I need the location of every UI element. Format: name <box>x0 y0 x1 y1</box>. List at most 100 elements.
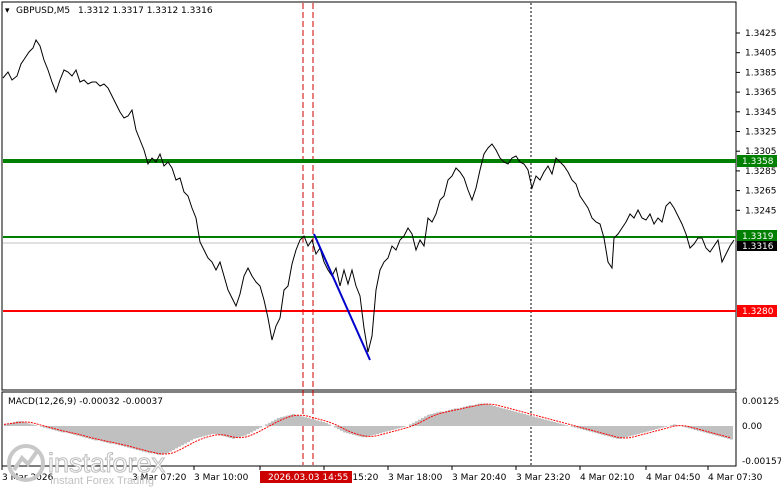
macd-histogram-bar <box>547 420 550 426</box>
price-panel[interactable] <box>1 1 737 391</box>
time-tick-label: 3 Mar 07:20 <box>132 473 187 483</box>
macd-histogram-bar <box>286 415 289 426</box>
time-tick-label: 3 Mar 18:00 <box>388 473 443 483</box>
current-price-text: 1.3316 <box>742 242 774 252</box>
macd-histogram-bar <box>295 414 298 426</box>
macd-histogram-bar <box>151 426 154 454</box>
macd-histogram-bar <box>586 426 589 431</box>
level-label-text-1-3358: 1.3358 <box>742 157 774 167</box>
macd-histogram-bar <box>484 403 487 426</box>
macd-histogram-bar <box>583 426 586 430</box>
macd-histogram-bar <box>199 426 202 438</box>
macd-histogram-bar <box>622 426 625 438</box>
macd-histogram-bar <box>322 422 325 426</box>
time-tick-label: 4 Mar 04:50 <box>646 473 701 483</box>
macd-histogram-bar <box>598 426 601 434</box>
macd-histogram-bar <box>256 426 259 430</box>
macd-histogram-bar <box>43 426 46 428</box>
macd-histogram-bar <box>19 421 22 426</box>
macd-histogram-bar <box>463 406 466 426</box>
macd-histogram-bar <box>400 426 403 428</box>
macd-histogram-bar <box>382 426 385 433</box>
macd-histogram-bar <box>190 426 193 441</box>
macd-histogram-bar <box>337 426 340 430</box>
macd-histogram-bar <box>487 404 490 426</box>
symbol-icon: ▾ <box>5 6 10 16</box>
macd-histogram-bar <box>412 422 415 426</box>
macd-histogram-bar <box>364 426 367 438</box>
price-tick-label: 1.3385 <box>745 68 777 78</box>
macd-histogram-bar <box>115 426 118 445</box>
macd-histogram-bar <box>235 426 238 438</box>
macd-histogram-bar <box>706 426 709 434</box>
macd-histogram-bar <box>76 426 79 436</box>
level-label-1-3319: 1.3319 <box>737 230 777 242</box>
macd-histogram-bar <box>610 426 613 438</box>
macd-histogram-bar <box>409 424 412 426</box>
macd-histogram-bar <box>181 426 184 446</box>
macd-histogram-bar <box>574 426 577 428</box>
macd-histogram-bar <box>118 426 121 446</box>
macd-histogram-bar <box>631 426 634 436</box>
macd-histogram-bar <box>148 426 151 454</box>
macd-histogram-bar <box>652 426 655 430</box>
macd-histogram-bar <box>661 426 664 428</box>
macd-histogram-bar <box>136 426 139 450</box>
macd-histogram-bar <box>724 426 727 438</box>
macd-histogram-bar <box>532 416 535 426</box>
price-axis: 1.3425 1.3405 1.3385 1.3365 1.3345 1.3325 1.33… <box>736 29 777 216</box>
macd-histogram-bar <box>208 426 211 435</box>
macd-histogram-bar <box>427 414 430 426</box>
macd-histogram-bar <box>439 411 442 426</box>
macd-histogram-bar <box>517 412 520 426</box>
macd-histogram-bar <box>265 424 268 426</box>
macd-histogram-bar <box>55 426 58 431</box>
macd-histogram-bar <box>4 424 7 426</box>
macd-histogram-bar <box>403 426 406 427</box>
macd-histogram-bar <box>46 426 49 429</box>
macd-histogram-bar <box>226 426 229 438</box>
macd-histogram-bar <box>61 426 64 433</box>
macd-histogram-bar <box>139 426 142 451</box>
macd-histogram-bar <box>712 426 715 435</box>
macd-histogram-bar <box>691 426 694 430</box>
macd-histogram-bar <box>715 426 718 436</box>
macd-histogram-bar <box>520 413 523 426</box>
macd-histogram-bar <box>28 423 31 426</box>
macd-histogram-bar <box>565 425 568 426</box>
price-series-line[interactable] <box>2 38 735 353</box>
trend-line[interactable] <box>313 233 371 361</box>
macd-histogram-bar <box>541 418 544 426</box>
macd-histogram-bar <box>358 426 361 437</box>
macd-histogram-bar <box>166 426 169 454</box>
macd-histogram-bar <box>241 426 244 437</box>
ohlc-values: 1.3312 1.3317 1.3312 1.3316 <box>78 6 213 16</box>
macd-histogram-bar <box>103 426 106 442</box>
macd-histogram-bar <box>391 426 394 430</box>
macd-histogram-bar <box>268 422 271 426</box>
macd-histogram-bar <box>127 426 130 448</box>
time-tick-label: 3 Mar 10:00 <box>194 473 249 483</box>
macd-histogram-bar <box>442 411 445 426</box>
macd-histogram-bar <box>490 405 493 426</box>
macd-histogram-bar <box>184 426 187 444</box>
macd-histogram-bar <box>34 425 37 426</box>
macd-histogram-bar <box>187 426 190 442</box>
macd-histogram-bar <box>202 426 205 437</box>
macd-histogram-bar <box>595 426 598 434</box>
macd-histogram-bar <box>88 426 91 439</box>
macd-histogram-bar <box>112 426 115 444</box>
macd-histogram-bar <box>214 426 217 434</box>
macd-histogram-bar <box>544 419 547 426</box>
macd-histogram-bar <box>247 426 250 434</box>
macd-histogram-bar <box>709 426 712 434</box>
macd-histogram-bar <box>49 426 52 430</box>
macd-histogram-bar <box>556 422 559 426</box>
macd-histogram-bar <box>301 416 304 426</box>
level-label-1-3358: 1.3358 <box>737 155 777 167</box>
macd-histogram-bar <box>643 426 646 433</box>
price-tick-label: 1.3365 <box>745 88 777 98</box>
macd-tick-zero: 0.00 <box>742 422 762 432</box>
macd-histogram-bar <box>424 416 427 426</box>
